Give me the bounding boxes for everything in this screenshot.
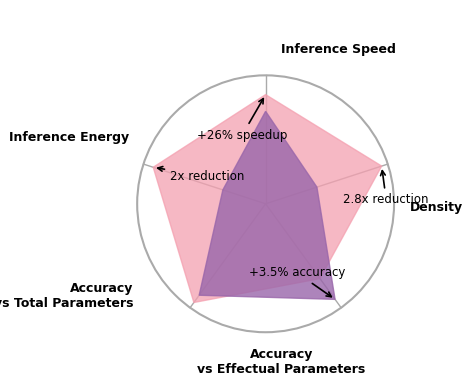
Polygon shape [199,111,335,299]
Text: 2x reduction: 2x reduction [158,167,244,183]
Text: Accuracy
vs Effectual Parameters: Accuracy vs Effectual Parameters [197,348,365,376]
Text: Density: Density [410,201,463,214]
Text: Inference Energy: Inference Energy [9,131,129,144]
Polygon shape [153,94,382,303]
Text: Inference Speed: Inference Speed [281,43,396,56]
Text: +3.5% accuracy: +3.5% accuracy [249,266,345,297]
Text: +26% speedup: +26% speedup [197,99,287,142]
Text: 2.8x reduction: 2.8x reduction [344,171,429,207]
Text: Accuracy
vs Total Parameters: Accuracy vs Total Parameters [0,281,133,310]
